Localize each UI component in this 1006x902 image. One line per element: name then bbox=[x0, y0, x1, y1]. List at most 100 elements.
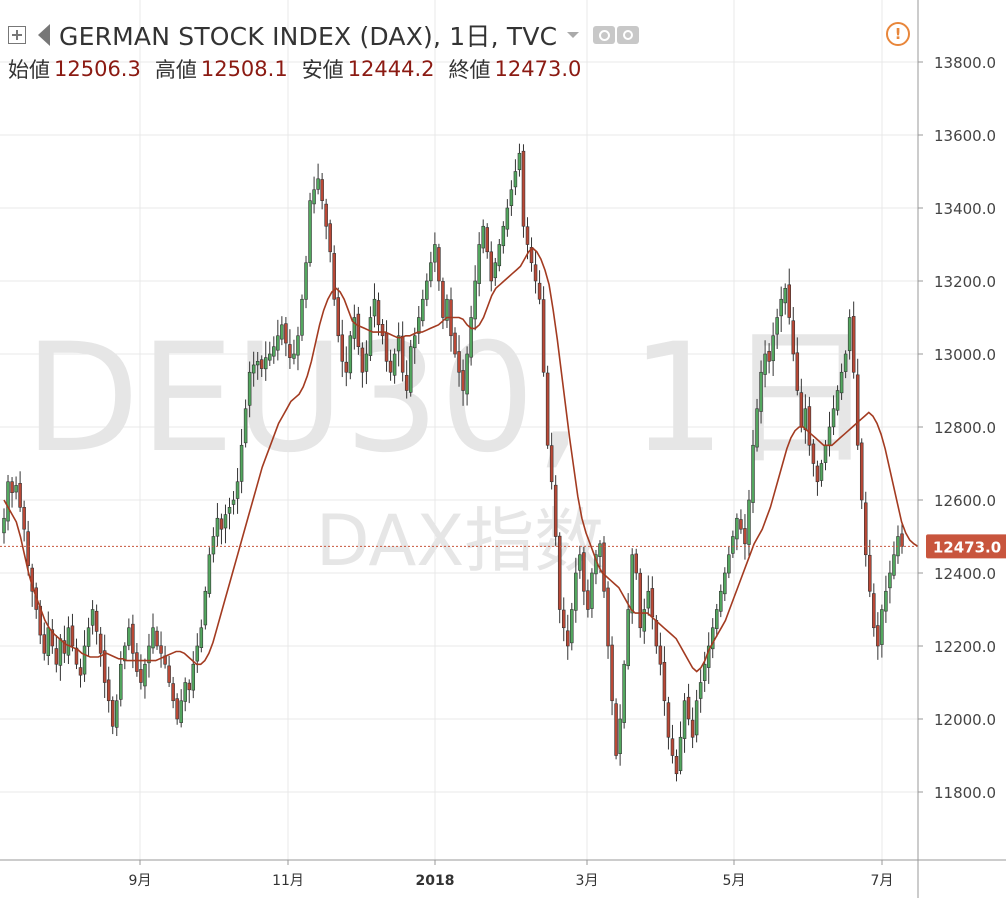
candle-body bbox=[110, 700, 115, 727]
candle-body bbox=[598, 543, 602, 557]
candle-body bbox=[493, 262, 498, 279]
candle-body bbox=[280, 324, 284, 340]
candle-body bbox=[276, 335, 280, 351]
candle-body bbox=[521, 150, 526, 227]
candle-body bbox=[815, 465, 820, 483]
candle-body bbox=[22, 507, 26, 530]
candle-body bbox=[505, 207, 510, 230]
x-tick-label: 9月 bbox=[129, 873, 152, 889]
candle-body bbox=[332, 253, 336, 300]
candle-body bbox=[352, 317, 357, 339]
warning-icon[interactable]: ! bbox=[886, 22, 910, 46]
candle-body bbox=[702, 663, 707, 681]
y-tick-label: 12800.0 bbox=[934, 419, 996, 437]
candle-body bbox=[517, 152, 522, 171]
candle-body bbox=[727, 554, 731, 574]
candle-body bbox=[106, 679, 111, 702]
candle-body bbox=[272, 346, 276, 357]
candle-body bbox=[312, 189, 316, 205]
chevron-down-icon[interactable] bbox=[567, 32, 580, 38]
candle-body bbox=[561, 609, 566, 629]
candle-body bbox=[610, 644, 614, 702]
candle-body bbox=[425, 280, 429, 300]
open-value: 12506.3 bbox=[54, 57, 141, 81]
candle-body bbox=[255, 360, 260, 366]
candle-body bbox=[855, 374, 860, 446]
candle-body bbox=[489, 251, 494, 282]
candle-body bbox=[340, 334, 345, 362]
candle-body bbox=[417, 317, 421, 334]
candle-body bbox=[582, 552, 586, 592]
candle-body bbox=[868, 554, 872, 592]
candle-body bbox=[642, 609, 647, 632]
candle-body bbox=[553, 484, 558, 537]
candle-body bbox=[827, 426, 832, 447]
candle-body bbox=[251, 364, 256, 374]
candle-body bbox=[783, 287, 787, 304]
candle-body bbox=[179, 700, 183, 723]
candle-body bbox=[461, 370, 465, 391]
candle-body bbox=[533, 264, 538, 282]
ohlc-row: 始値 12506.3 高値 12508.1 安値 12444.2 終値 1247… bbox=[8, 56, 595, 82]
candle-body bbox=[404, 374, 409, 391]
candle-body bbox=[74, 647, 79, 665]
candle-body bbox=[119, 663, 123, 700]
candle-body bbox=[288, 344, 292, 358]
candle-body bbox=[775, 317, 779, 335]
price-line-layer: 12473.0 bbox=[0, 534, 1006, 559]
candle-body bbox=[207, 554, 212, 594]
candle-body bbox=[682, 700, 687, 739]
candle-body bbox=[98, 633, 103, 654]
candle-body bbox=[859, 442, 864, 501]
candle-body bbox=[626, 609, 630, 667]
candle-body bbox=[779, 298, 783, 317]
candle-body bbox=[437, 247, 441, 282]
candle-body bbox=[686, 696, 691, 720]
candle-body bbox=[400, 335, 405, 373]
candle-body bbox=[123, 645, 127, 662]
candle-body bbox=[900, 533, 904, 547]
candle-body bbox=[304, 262, 308, 300]
add-box-icon[interactable] bbox=[8, 26, 26, 44]
candle-body bbox=[513, 171, 518, 188]
candle-body bbox=[6, 481, 10, 522]
close-value: 12473.0 bbox=[494, 57, 582, 81]
candle-body bbox=[243, 408, 248, 444]
candle-body bbox=[364, 353, 369, 372]
y-tick-label: 12600.0 bbox=[934, 492, 996, 510]
eye-icon[interactable] bbox=[593, 26, 616, 44]
x-tick-label: 7月 bbox=[871, 873, 894, 889]
candle-body bbox=[66, 627, 71, 656]
candle-body bbox=[300, 298, 304, 336]
candle-body bbox=[235, 481, 240, 499]
candle-body bbox=[477, 244, 481, 284]
candle-body bbox=[308, 200, 312, 263]
candle-body bbox=[735, 517, 739, 540]
candle-body bbox=[263, 357, 268, 370]
symbol-title[interactable]: GERMAN STOCK INDEX (DAX), 1日, TVC bbox=[59, 22, 558, 51]
candle-body bbox=[421, 298, 425, 322]
candle-body bbox=[481, 225, 485, 249]
candle-body bbox=[755, 408, 759, 448]
low-value: 12444.2 bbox=[347, 57, 435, 81]
x-tick-label: 2018 bbox=[416, 873, 455, 889]
candle-body bbox=[159, 645, 163, 654]
ma-layer bbox=[3, 247, 919, 673]
candle-body bbox=[90, 609, 95, 626]
candle-body bbox=[473, 280, 477, 320]
flag-icon[interactable] bbox=[38, 24, 50, 46]
gear-icon[interactable] bbox=[617, 26, 640, 44]
candle-body bbox=[578, 554, 582, 571]
candle-body bbox=[509, 189, 514, 206]
candle-body bbox=[557, 535, 562, 610]
candle-body bbox=[296, 335, 300, 356]
candle-body bbox=[191, 663, 196, 691]
candle-body bbox=[638, 572, 643, 629]
candle-body bbox=[634, 553, 638, 574]
candle-body bbox=[14, 485, 18, 493]
candle-body bbox=[344, 361, 349, 373]
candle-body bbox=[759, 371, 763, 412]
